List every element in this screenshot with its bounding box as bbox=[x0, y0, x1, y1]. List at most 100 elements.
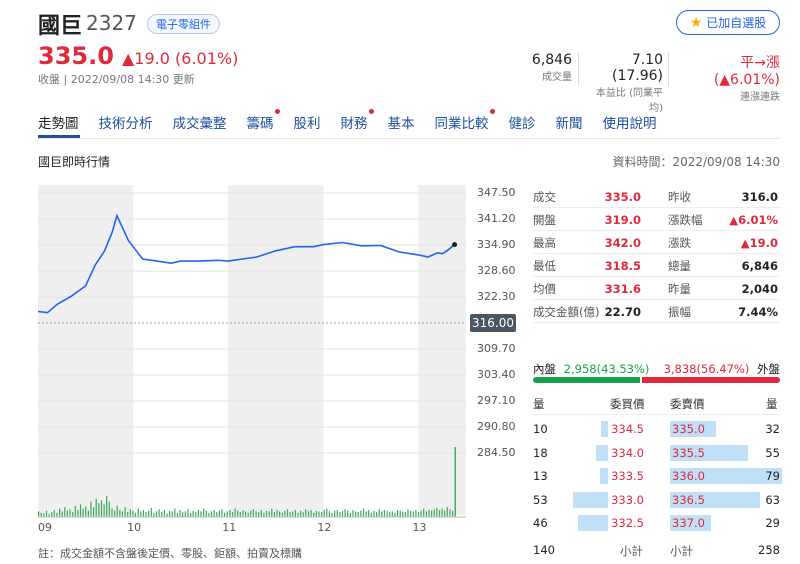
volume-bar bbox=[213, 510, 215, 517]
volume-bar bbox=[69, 509, 71, 517]
ask-price[interactable]: 337.0 bbox=[672, 516, 705, 530]
volume-bar bbox=[87, 510, 89, 517]
volume-bar bbox=[292, 511, 294, 517]
tab-item[interactable]: 技術分析 bbox=[98, 116, 153, 132]
bid-total: 140 bbox=[533, 543, 555, 557]
ask-quantity[interactable]: 63 bbox=[765, 492, 780, 507]
hour-band bbox=[418, 185, 466, 515]
quote-value: 335.0 bbox=[604, 189, 641, 204]
tab-item[interactable]: 新聞 bbox=[555, 116, 583, 132]
ask-quantity[interactable]: 55 bbox=[765, 445, 780, 460]
quote-label: 振幅 bbox=[668, 304, 691, 319]
volume-bar bbox=[326, 508, 328, 517]
ask-quantity[interactable]: 79 bbox=[765, 469, 780, 483]
volume-bar bbox=[412, 511, 414, 517]
tab-item[interactable]: 財務 bbox=[341, 109, 374, 132]
tab-item[interactable]: 走勢圖 bbox=[38, 116, 79, 132]
volume-bar bbox=[127, 512, 129, 517]
volume-bar bbox=[396, 510, 399, 517]
volume-bar bbox=[205, 510, 207, 517]
volume-bar bbox=[239, 512, 241, 517]
volume-bar bbox=[245, 511, 247, 517]
bid-quantity[interactable]: 46 bbox=[533, 516, 548, 530]
volume-bar bbox=[93, 507, 95, 517]
volume-bar bbox=[436, 507, 438, 517]
volume-bar bbox=[166, 513, 168, 517]
volume-bar bbox=[116, 505, 118, 517]
bid-price[interactable]: 332.5 bbox=[611, 516, 644, 530]
volume-bar bbox=[417, 512, 420, 517]
ask-price[interactable]: 335.0 bbox=[672, 422, 705, 436]
tab-item[interactable]: 基本 bbox=[387, 116, 415, 132]
quote-value: ▲19.0 bbox=[740, 235, 778, 250]
tab-bar: 走勢圖 技術分析 成交彙整 籌碼 股利 財務 基本 同業比較 健診 新聞 使用說明 bbox=[38, 109, 677, 132]
volume-bar bbox=[66, 510, 68, 517]
ask-quantity[interactable]: 29 bbox=[765, 516, 780, 530]
tab-item[interactable]: 使用說明 bbox=[602, 116, 657, 132]
stat-divider bbox=[668, 52, 669, 86]
tab-item[interactable]: 同業比較 bbox=[435, 109, 495, 132]
bid-quantity[interactable]: 13 bbox=[533, 469, 548, 483]
volume-bar bbox=[297, 512, 299, 517]
volume-bar bbox=[218, 510, 220, 517]
bid-price[interactable]: 333.0 bbox=[611, 492, 644, 507]
outer-group: 3,838(56.47%) 外盤 bbox=[664, 361, 780, 377]
volume-bar bbox=[129, 509, 131, 517]
volume-bar bbox=[433, 509, 435, 517]
volume-bar bbox=[85, 506, 87, 517]
volume-bar bbox=[286, 509, 289, 517]
volume-bar bbox=[43, 513, 45, 517]
volume-bar bbox=[415, 510, 417, 517]
volume-bar bbox=[370, 512, 372, 517]
row-divider bbox=[533, 253, 780, 254]
volume-bar bbox=[200, 511, 202, 517]
volume-bar bbox=[234, 508, 236, 517]
quote-value: 22.70 bbox=[604, 304, 641, 319]
row-divider bbox=[533, 207, 780, 208]
volume-bar bbox=[140, 511, 142, 517]
ask-price[interactable]: 336.0 bbox=[672, 469, 705, 483]
tab-item[interactable]: 籌碼 bbox=[247, 109, 280, 132]
volume-bar bbox=[399, 510, 401, 517]
volume-bar bbox=[224, 512, 226, 517]
bid-quantity[interactable]: 18 bbox=[533, 445, 548, 460]
x-tick-label: 12 bbox=[317, 521, 332, 534]
bid-quantity[interactable]: 53 bbox=[533, 492, 548, 507]
ask-price[interactable]: 336.5 bbox=[672, 492, 705, 507]
ask-depth-bar bbox=[670, 515, 712, 531]
volume-bar bbox=[328, 511, 330, 517]
industry-tag[interactable]: 電子零組件 bbox=[147, 14, 220, 34]
bid-price[interactable]: 334.0 bbox=[611, 445, 644, 460]
ask-depth-bar bbox=[670, 444, 749, 461]
tab-item[interactable]: 股利 bbox=[293, 116, 321, 132]
volume-bar bbox=[402, 511, 404, 517]
volume-bar bbox=[153, 512, 155, 517]
volume-bar bbox=[210, 511, 213, 517]
volume-bar bbox=[174, 508, 176, 517]
bid-price[interactable]: 333.5 bbox=[611, 469, 644, 483]
row-divider bbox=[533, 230, 780, 231]
add-to-watchlist-button[interactable]: ★ 已加自選股 bbox=[676, 10, 780, 35]
bid-quantity[interactable]: 10 bbox=[533, 422, 548, 436]
ask-subtotal-label: 小計 bbox=[670, 544, 693, 558]
volume-bar bbox=[313, 512, 315, 517]
volume-bar bbox=[362, 508, 365, 517]
volume-bar bbox=[438, 510, 441, 517]
tab-item[interactable]: 成交彙整 bbox=[172, 116, 227, 132]
volume-bar bbox=[114, 510, 116, 517]
ask-price[interactable]: 335.5 bbox=[672, 445, 705, 460]
volume-bar bbox=[148, 510, 150, 517]
volume-bar bbox=[142, 510, 144, 517]
bid-price[interactable]: 334.5 bbox=[611, 422, 644, 436]
inner-label: 內盤 bbox=[533, 362, 556, 376]
watchlist-button-label: 已加自選股 bbox=[706, 16, 767, 30]
volume-bar bbox=[454, 447, 456, 517]
stat-pe-label: 本益比 (同業平均) bbox=[595, 88, 663, 114]
volume-bar bbox=[268, 511, 270, 517]
intraday-chart[interactable] bbox=[38, 185, 470, 521]
volume-bar bbox=[300, 510, 302, 517]
volume-bar bbox=[441, 508, 443, 517]
volume-bar bbox=[263, 512, 265, 517]
ask-quantity[interactable]: 32 bbox=[765, 422, 780, 436]
tab-item[interactable]: 健診 bbox=[508, 116, 536, 132]
